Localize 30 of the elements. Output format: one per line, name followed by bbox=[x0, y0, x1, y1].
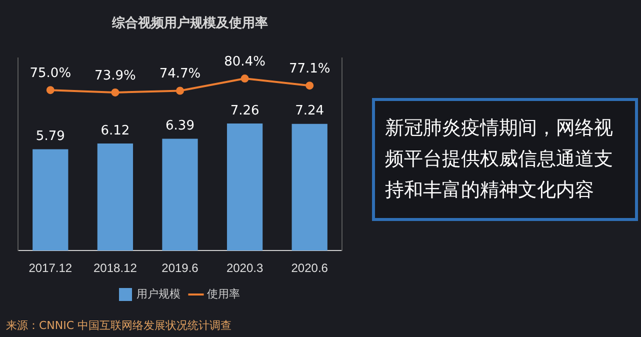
bar bbox=[32, 149, 68, 251]
data-label: 74.7% bbox=[159, 66, 201, 82]
bar bbox=[97, 143, 134, 251]
data-label: 77.1% bbox=[288, 61, 330, 76]
bar bbox=[292, 124, 328, 251]
data-label: 6.39 bbox=[166, 118, 194, 134]
data-label: 7.26 bbox=[230, 103, 260, 118]
data-label: 75.0% bbox=[30, 66, 72, 81]
chart-title: 综合视频用户规模及使用率 bbox=[110, 14, 269, 32]
point bbox=[111, 88, 120, 96]
point bbox=[306, 82, 314, 90]
point bbox=[176, 86, 184, 95]
x-tick-label: 2020.3 bbox=[226, 261, 264, 276]
point bbox=[46, 86, 54, 94]
data-label: 6.12 bbox=[100, 123, 130, 138]
legend-label: 使用率 bbox=[207, 288, 240, 301]
x-tick-label: 2017.12 bbox=[28, 261, 72, 276]
x-tick-label: 2020.6 bbox=[291, 261, 328, 276]
x-tick-label: 2018.12 bbox=[94, 261, 138, 276]
data-label: 73.9% bbox=[94, 68, 136, 84]
text: 新冠肺炎疫情期间，网络视频平台提供权威信息通道支持和丰富的精神文化内容 bbox=[372, 98, 638, 221]
data-label: 7.24 bbox=[295, 104, 324, 119]
bar bbox=[226, 123, 263, 251]
data-label: 80.4% bbox=[224, 54, 266, 70]
legend-label: 用户规模 bbox=[136, 288, 180, 301]
source-note: 来源：CNNIC 中国互联网络发展状况统计调查 bbox=[6, 318, 232, 333]
data-label: 5.79 bbox=[36, 129, 65, 144]
bar bbox=[162, 138, 198, 251]
point bbox=[240, 74, 249, 83]
x-tick-label: 2019.6 bbox=[162, 261, 199, 276]
